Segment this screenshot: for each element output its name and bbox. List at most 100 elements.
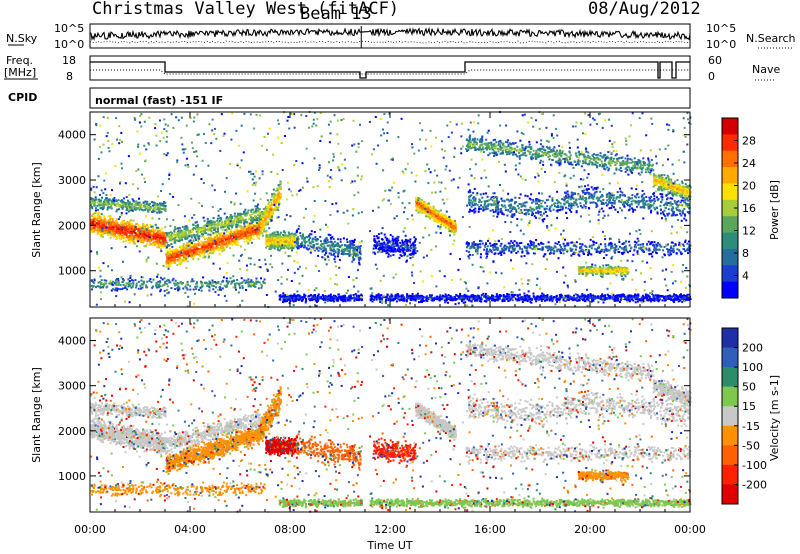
power-echo [589, 157, 591, 159]
power-echo [233, 221, 235, 223]
power-echo [254, 215, 256, 217]
power-echo [277, 195, 279, 197]
power-echo [479, 146, 481, 148]
power-echo [327, 245, 329, 247]
power-echo [330, 237, 332, 239]
power-echo [111, 218, 113, 220]
power-echo [569, 147, 571, 149]
power-echo [224, 213, 226, 215]
power-echo [244, 241, 246, 243]
power-echo [118, 234, 120, 236]
power-echo [332, 246, 334, 248]
power-echo [613, 158, 615, 160]
power-echo [96, 201, 98, 203]
power-echo [570, 154, 572, 156]
power-echo [409, 238, 411, 240]
cpid-strip: CPID normal (fast) -151 IF [8, 88, 690, 108]
power-echo [353, 244, 355, 246]
power-echo [396, 244, 398, 246]
power-echo [240, 237, 242, 239]
power-echo [133, 230, 135, 232]
power-echo [360, 245, 362, 247]
power-echo [172, 262, 174, 264]
power-echo [340, 238, 342, 240]
power-echo [431, 212, 433, 214]
power-echo [183, 236, 185, 238]
power-echo [102, 234, 104, 236]
power-echo [530, 151, 532, 153]
power-echo [341, 253, 343, 255]
power-echo [180, 259, 182, 261]
power-echo [313, 245, 315, 247]
power-echo [280, 185, 282, 187]
power-echo [280, 246, 282, 248]
power-echo [603, 154, 605, 156]
power-echo [154, 202, 156, 204]
power-echo [133, 206, 135, 208]
power-echo [390, 234, 392, 236]
power-echo [164, 226, 166, 228]
power-echo [186, 242, 188, 244]
power-echo [398, 246, 400, 248]
power-echo [203, 251, 205, 253]
power-echo [208, 239, 210, 241]
power-echo [260, 221, 262, 223]
power-echo [197, 224, 199, 226]
power-echo [150, 206, 152, 208]
power-echo [211, 227, 213, 229]
power-echo [109, 228, 111, 230]
power-echo [330, 241, 332, 243]
power-echo [156, 203, 158, 205]
power-echo [174, 242, 176, 244]
power-echo [158, 246, 160, 248]
power-echo [243, 227, 245, 229]
power-echo [149, 238, 151, 240]
power-echo [310, 242, 312, 244]
power-echo [164, 208, 166, 210]
power-echo [179, 227, 181, 229]
power-echo [384, 242, 386, 244]
power-echo [262, 212, 264, 214]
power-echo [185, 227, 187, 229]
power-echo [212, 252, 214, 254]
power-echo [228, 223, 230, 225]
power-echo [438, 220, 440, 222]
power-echo [399, 242, 401, 244]
power-echo [622, 156, 624, 158]
power-echo [255, 208, 257, 210]
power-echo [256, 222, 258, 224]
power-echo [176, 250, 178, 252]
power-echo [110, 225, 112, 227]
power-echo [294, 245, 296, 247]
power-echo [144, 237, 146, 239]
power-echo [150, 230, 152, 232]
power-echo [226, 238, 228, 240]
power-echo [279, 197, 281, 199]
power-echo [322, 243, 324, 245]
power-echo [208, 223, 210, 225]
power-echo [601, 160, 603, 162]
power-echo [211, 243, 213, 245]
power-echo [278, 200, 280, 202]
power-echo [394, 248, 396, 250]
power-echo [585, 151, 587, 153]
nsky-tick-top: 10^5 [54, 22, 84, 35]
power-echo [236, 242, 238, 244]
nave-tick-bottom: 0 [708, 70, 715, 83]
power-echo [587, 163, 589, 165]
power-echo [247, 232, 249, 234]
power-echo [627, 166, 629, 168]
power-echo [165, 239, 167, 241]
power-echo [187, 260, 189, 262]
power-echo [146, 243, 148, 245]
power-echo [207, 253, 209, 255]
power-echo [126, 236, 128, 238]
power-echo [384, 234, 386, 236]
power-echo [192, 250, 194, 252]
power-echo [151, 211, 153, 213]
power-echo [340, 241, 342, 243]
power-echo [311, 240, 313, 242]
power-echo [496, 154, 498, 156]
power-echo [102, 219, 104, 221]
power-echo [94, 222, 96, 224]
